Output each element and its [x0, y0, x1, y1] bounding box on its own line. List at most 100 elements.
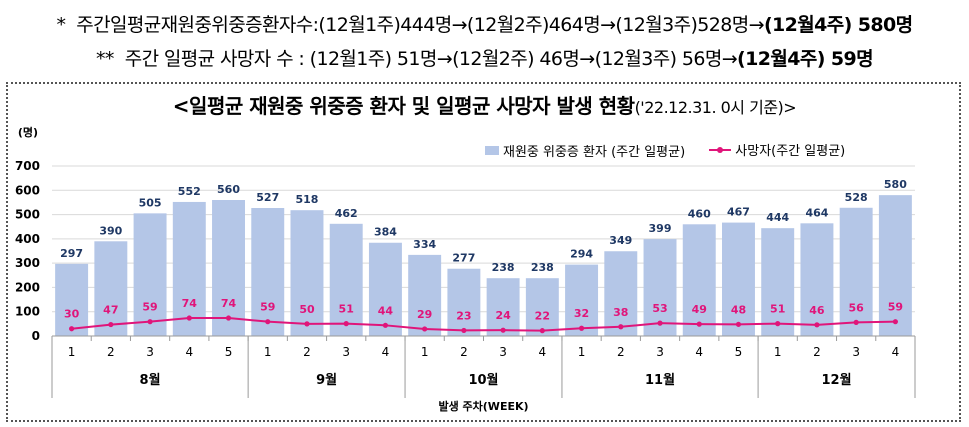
x-tick-label: 3 [342, 345, 350, 359]
bar-value-label: 460 [688, 207, 711, 220]
x-tick-label: 5 [225, 345, 233, 359]
deaths-value-label: 22 [535, 310, 550, 323]
x-tick-label: 2 [460, 345, 468, 359]
x-tick-label: 2 [303, 345, 311, 359]
x-tick-label: 1 [421, 345, 429, 359]
bar-value-label: 560 [217, 183, 240, 196]
bar-value-label: 334 [413, 238, 436, 251]
deaths-value-label: 53 [652, 302, 667, 315]
y-tick-label: 700 [15, 159, 40, 173]
deaths-point [500, 327, 506, 333]
deaths-point [108, 321, 114, 328]
deaths-point [853, 319, 859, 325]
deaths-point [578, 325, 585, 331]
deaths-point [265, 319, 271, 325]
y-tick-label: 600 [15, 183, 40, 197]
deaths-value-label: 29 [417, 308, 432, 321]
month-label: 11월 [645, 372, 675, 388]
y-tick-label: 400 [15, 232, 40, 246]
bar [839, 207, 873, 336]
legend-item-bar: 재원중 위중증 환자 (주간 일평균) [485, 141, 685, 160]
bar [94, 241, 128, 336]
bar [290, 210, 324, 336]
bar-value-label: 384 [374, 226, 397, 239]
bar [408, 254, 442, 336]
bar-value-label: 444 [766, 211, 789, 224]
bar-value-label: 238 [492, 261, 515, 274]
y-tick-label: 0 [32, 329, 40, 343]
severe-patients-note: * 주간일평균재원중위중증환자수:(12월1주)444명→(12월2주)464명… [0, 10, 969, 37]
deaths-point [186, 315, 192, 321]
deaths-point [225, 315, 232, 321]
deaths-value-label: 74 [221, 297, 237, 310]
bar-value-label: 390 [99, 224, 122, 237]
deaths-point [422, 326, 428, 332]
bar [329, 223, 363, 336]
severe-patients-note-highlight: (12월4주) 580명 [763, 14, 913, 36]
chart-title-main: <일평균 재원중 위중증 환자 및 일평균 사망자 발생 현황 [172, 94, 635, 118]
bar-value-label: 399 [649, 222, 672, 235]
chart-frame [6, 82, 961, 422]
deaths-value-label: 30 [64, 308, 80, 321]
bar-value-label: 297 [60, 247, 83, 260]
deaths-point [618, 324, 624, 330]
bar-value-label: 277 [452, 252, 475, 265]
deaths-point [814, 322, 820, 328]
x-tick-label: 4 [382, 345, 390, 359]
legend-bar-label: 재원중 위중증 환자 (주간 일평균) [503, 144, 686, 160]
bar [172, 201, 206, 336]
deaths-value-label: 44 [378, 304, 394, 317]
deaths-value-label: 51 [770, 303, 785, 316]
deaths-value-label: 38 [613, 306, 628, 319]
bar-value-label: 505 [139, 196, 162, 209]
chart-title: <일평균 재원중 위중증 환자 및 일평균 사망자 발생 현황('22.12.3… [0, 90, 969, 119]
bar [800, 223, 834, 336]
note-marker: * [56, 14, 66, 36]
bar-value-label: 349 [609, 234, 632, 247]
bar-value-label: 527 [256, 191, 279, 204]
x-tick-label: 3 [499, 345, 507, 359]
bar-value-label: 238 [531, 261, 554, 274]
x-tick-label: 2 [107, 345, 115, 359]
y-tick-label: 300 [15, 256, 40, 270]
deaths-note: ** 주간 일평균 사망자 수 : (12월1주) 51명→(12월2주) 46… [0, 44, 969, 71]
bar-value-label: 580 [884, 178, 907, 191]
deaths-point [892, 319, 898, 325]
legend-line-label: 사망자(주간 일평균) [735, 144, 846, 159]
x-tick-label: 4 [892, 345, 900, 359]
bar-value-label: 528 [845, 191, 868, 204]
x-tick-label: 1 [68, 345, 76, 359]
bar [368, 242, 402, 336]
deaths-point [382, 322, 389, 328]
deaths-point [461, 327, 467, 334]
deaths-value-label: 74 [182, 297, 198, 310]
bar [682, 224, 716, 336]
y-axis-label: (명) [18, 125, 38, 139]
bar [565, 264, 599, 336]
month-label: 9월 [316, 372, 337, 388]
deaths-line [71, 317, 896, 332]
bar [643, 239, 677, 336]
bar [55, 263, 89, 336]
deaths-value-label: 47 [103, 304, 118, 317]
deaths-value-label: 59 [888, 301, 903, 314]
x-tick-label: 3 [146, 345, 154, 359]
legend-bar-swatch [485, 145, 499, 155]
x-tick-label: 1 [774, 345, 782, 359]
bar-value-label: 518 [295, 193, 318, 206]
bar-value-label: 467 [727, 206, 750, 219]
deaths-value-label: 51 [339, 303, 354, 316]
legend-item-line: 사망자(주간 일평균) [709, 140, 845, 159]
y-tick-label: 200 [15, 280, 40, 294]
deaths-value-label: 49 [692, 303, 707, 316]
deaths-point [657, 320, 663, 326]
note-marker: ** [96, 48, 114, 70]
deaths-value-label: 32 [574, 307, 589, 320]
deaths-point [696, 321, 702, 327]
deaths-value-label: 59 [142, 301, 157, 314]
month-label: 10월 [468, 372, 498, 388]
deaths-point [343, 321, 349, 327]
deaths-value-label: 24 [495, 309, 511, 322]
bar-value-label: 462 [335, 207, 358, 220]
x-tick-label: 2 [617, 345, 625, 359]
